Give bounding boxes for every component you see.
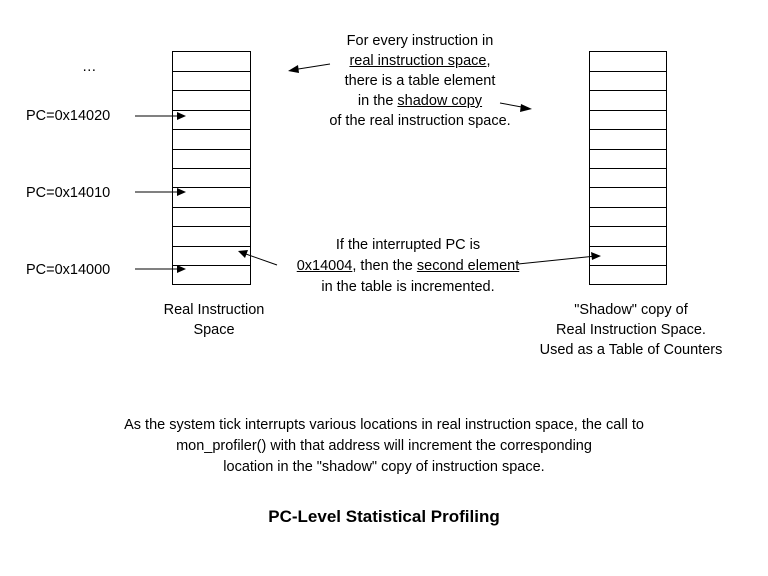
top-note-line-2: real instruction space,: [295, 51, 545, 71]
real-instruction-space-table: [173, 52, 251, 285]
top-note-line-3: there is a table element: [295, 71, 545, 91]
mid-note-line-1: If the interrupted PC is: [268, 235, 548, 256]
mid-note-arrowhead-left: [238, 250, 248, 258]
pc-14010-label: PC=0x14010: [26, 186, 110, 201]
real-instruction-space-link-text: real instruction space: [349, 53, 486, 69]
shadow-copy-table: [590, 52, 667, 285]
second-element-text: second element: [417, 258, 519, 274]
interrupted-pc-address: 0x14004: [297, 258, 353, 274]
pc-14020-label: PC=0x14020: [26, 109, 110, 124]
shadow-copy-text: shadow copy: [397, 93, 482, 109]
top-note-line-4: in the shadow copy: [295, 91, 545, 111]
diagram-title: PC-Level Statistical Profiling: [0, 507, 768, 527]
pc-14010-arrowhead: [177, 188, 186, 196]
top-note-line-1: For every instruction in: [295, 31, 545, 51]
mid-note-arrowhead-right: [591, 252, 601, 260]
top-note-line-5: of the real instruction space.: [295, 111, 545, 131]
top-note: For every instruction in real instructio…: [295, 31, 545, 131]
ellipsis-label: …: [82, 60, 97, 75]
mid-note: If the interrupted PC is 0x14004, then t…: [268, 235, 548, 298]
shadow-table-caption: "Shadow" copy of Real Instruction Space.…: [506, 300, 756, 360]
bottom-note: As the system tick interrupts various lo…: [34, 415, 734, 478]
pc-14000-label: PC=0x14000: [26, 263, 110, 278]
pc-14020-arrowhead: [177, 112, 186, 120]
real-table-caption: Real Instruction Space: [134, 300, 294, 340]
mid-note-line-3: in the table is incremented.: [268, 277, 548, 298]
mid-note-line-2: 0x14004, then the second element: [268, 256, 548, 277]
pc-14000-arrowhead: [177, 265, 186, 273]
